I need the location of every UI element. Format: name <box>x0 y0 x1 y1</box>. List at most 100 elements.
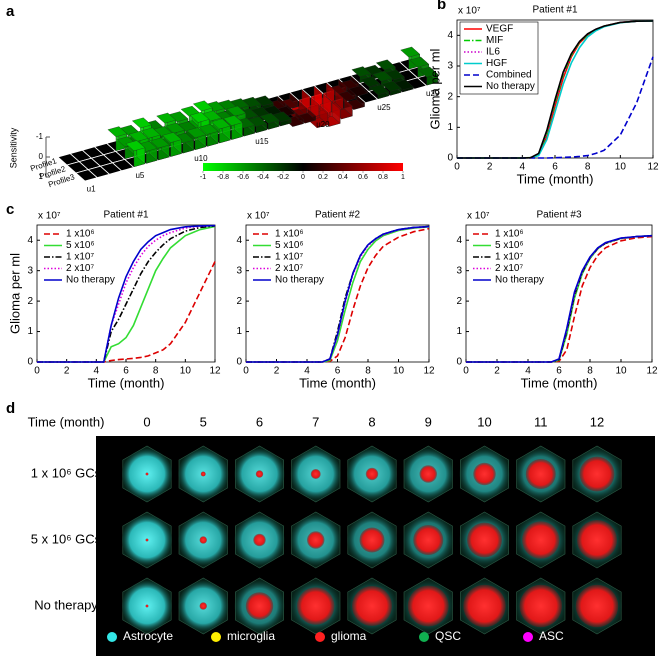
legend-label: microglia <box>227 629 275 643</box>
colorbar <box>203 163 403 171</box>
colorbar-tick-label: 0.8 <box>378 174 388 181</box>
series-line <box>457 20 654 159</box>
legend-label: 5 x10⁶ <box>495 240 524 251</box>
x-tick-label: 2 <box>487 162 493 173</box>
column-label: 6 <box>256 414 263 429</box>
glioma-cloud <box>579 456 615 492</box>
row-label: 1 x 10⁶ GCs <box>31 465 102 480</box>
x-tick-label: 4 <box>520 162 526 173</box>
colorbar-tick-label: 0.4 <box>338 174 348 181</box>
panel-label: b <box>437 0 446 13</box>
glioma-cloud <box>577 520 617 560</box>
column-label: 0 <box>143 414 150 429</box>
legend-label: 1 x10⁶ <box>66 229 95 240</box>
bar-top <box>210 118 231 130</box>
row-label: No therapy <box>34 597 98 612</box>
legend-label: Astrocyte <box>123 629 173 643</box>
y-tick-label: 2 <box>456 296 462 307</box>
chart-title: Patient #3 <box>536 210 581 221</box>
x-tick-label: u5 <box>135 171 144 180</box>
y-tick-label: 3 <box>27 265 33 276</box>
glioma-cloud <box>245 592 274 620</box>
x-tick-label: u10 <box>194 154 208 163</box>
plot-frame <box>36 224 216 363</box>
legend-label: No therapy <box>66 275 115 286</box>
colorbar-tick-label: -1 <box>200 174 206 181</box>
legend-label: glioma <box>331 629 367 643</box>
glioma-cloud <box>413 525 444 555</box>
y-multiplier: x 10⁷ <box>458 6 481 17</box>
glioma-cloud <box>525 459 556 489</box>
column-label: 10 <box>477 414 491 429</box>
legend-dot <box>523 632 533 642</box>
glioma-cloud <box>297 587 335 625</box>
y-tick-label: 1 <box>447 122 453 133</box>
glioma-cloud <box>145 604 149 608</box>
glioma-cloud <box>199 536 207 544</box>
bar-top <box>140 127 161 139</box>
x-axis-label: Time (month) <box>521 375 598 390</box>
legend-label: Combined <box>486 70 532 81</box>
y-tick-label: 0 <box>27 357 33 368</box>
glioma-cloud <box>473 462 496 486</box>
y-multiplier: x 10⁷ <box>38 211 61 222</box>
column-label: 11 <box>534 414 548 429</box>
colorbar-tick-label: -0.6 <box>237 174 249 181</box>
y-tick-label: 1 <box>27 326 33 337</box>
series-line <box>466 234 653 363</box>
bar-top <box>198 124 219 135</box>
legend-label: 5 x10⁶ <box>275 240 304 251</box>
x-tick-label: 6 <box>123 366 129 377</box>
bar-top <box>409 56 430 68</box>
bar-top <box>162 132 182 143</box>
y-tick-label: 4 <box>27 235 33 246</box>
series-line <box>37 261 216 363</box>
y-tick-label: 2 <box>447 91 453 102</box>
x-tick-label: 10 <box>180 366 192 377</box>
row-label: 5 x 10⁶ GCs <box>31 531 102 546</box>
x-tick-label: 2 <box>494 366 500 377</box>
x-axis-label: Time (month) <box>88 375 165 390</box>
legend-label: 1 x10⁶ <box>275 229 304 240</box>
bar-top <box>418 66 439 78</box>
x-tick-label: 8 <box>153 366 159 377</box>
series-line <box>246 225 430 363</box>
legend-label: No therapy <box>275 275 324 286</box>
plot-frame <box>465 224 653 363</box>
x-tick-label: u15 <box>255 137 269 146</box>
bar-top <box>165 122 186 134</box>
column-label: 7 <box>312 414 319 429</box>
bar-top <box>226 105 247 117</box>
x-tick-label: 4 <box>94 366 100 377</box>
column-axis-label: Time (month) <box>28 414 105 429</box>
glioma-cloud <box>253 533 266 547</box>
legend-label: 2 x10⁷ <box>495 263 523 274</box>
bar-top <box>381 81 402 92</box>
x-tick-label: u29 <box>426 89 440 98</box>
bar-top <box>156 112 177 124</box>
z-tick-label: 0 <box>39 152 44 161</box>
x-tick-label: 12 <box>647 162 659 173</box>
y-tick-label: 4 <box>447 30 453 41</box>
glioma-cloud <box>407 585 449 627</box>
y-tick-label: 4 <box>456 235 462 246</box>
x-tick-label: 8 <box>365 366 371 377</box>
panel-label: a <box>6 3 15 20</box>
legend-label: IL6 <box>486 47 500 58</box>
column-label: 8 <box>368 414 375 429</box>
x-tick-label: 10 <box>615 162 627 173</box>
glioma-cloud <box>145 472 149 476</box>
x-tick-label: 12 <box>646 366 658 377</box>
legend-label: HGF <box>486 58 507 69</box>
y-tick-label: 1 <box>456 326 462 337</box>
legend-label: 5 x10⁶ <box>66 240 95 251</box>
colorbar-tick-label: 0 <box>301 174 305 181</box>
x-tick-label: u20 <box>316 120 330 129</box>
y-axis-label: Glioma per ml <box>427 48 442 129</box>
glioma-cloud <box>522 521 560 559</box>
legend-label: QSC <box>435 629 461 643</box>
x-tick-label: 4 <box>525 366 531 377</box>
legend-label: 1 x10⁷ <box>275 252 303 263</box>
x-tick-label: u1 <box>87 184 96 193</box>
legend-label: 2 x10⁷ <box>275 263 303 274</box>
